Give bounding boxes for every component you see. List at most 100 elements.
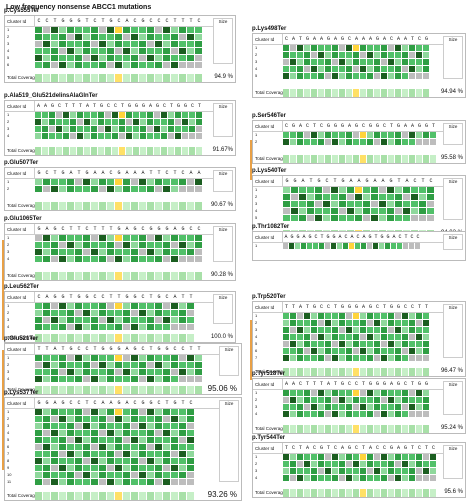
- base-cell: [51, 376, 58, 382]
- coverage-percentage: 93.26 %: [207, 490, 237, 499]
- base-cell: [195, 186, 202, 192]
- base-cell: [297, 397, 303, 403]
- base-cell: [51, 55, 58, 61]
- coverage-cell: [179, 385, 186, 394]
- base-cell: [91, 430, 98, 436]
- mutation-label: p.Glu1065Ter: [4, 216, 42, 222]
- base-cell: [395, 139, 401, 145]
- base-cell: [35, 55, 42, 61]
- base-cell: [147, 362, 154, 368]
- base-cell: [35, 119, 41, 125]
- coverage-cell: [99, 491, 106, 500]
- row-number: 1: [255, 243, 258, 248]
- read-row: 3: [5, 369, 203, 375]
- base-cell: [297, 313, 303, 319]
- base-cell: [367, 320, 373, 326]
- base-cell: [419, 215, 426, 221]
- base-cell: [91, 355, 98, 361]
- base-cell: [353, 397, 359, 403]
- base-cell: [163, 34, 170, 40]
- base-cell: [283, 475, 289, 481]
- base-cell: [416, 475, 422, 481]
- coverage-cell: [123, 385, 130, 394]
- base-cell: [84, 112, 90, 118]
- base-cell: [59, 256, 66, 262]
- base-cell: [91, 55, 98, 61]
- base-cell: [175, 133, 181, 139]
- coverage-cell: [297, 154, 303, 163]
- coverage-cell: [171, 271, 178, 280]
- base-cell: [290, 390, 296, 396]
- base-cell: [367, 132, 373, 138]
- read-rows: 1: [253, 243, 421, 250]
- coverage-cell: [187, 271, 194, 280]
- mutation-label: p.Glu521Ter: [4, 336, 39, 342]
- base-cell: [98, 133, 104, 139]
- base-cell: [147, 369, 154, 375]
- base-cell: [171, 179, 178, 185]
- base-cell: [83, 27, 90, 33]
- coverage-cell: [75, 201, 82, 210]
- coverage-cell: [311, 154, 317, 163]
- base-cell: [187, 34, 194, 40]
- total-coverage-row: Total Coverage:: [5, 201, 203, 210]
- base-cell: [133, 112, 139, 118]
- base-cell: [179, 179, 186, 185]
- base-cell: [381, 404, 387, 410]
- base-cell: [187, 186, 194, 192]
- base-cell: [42, 126, 48, 132]
- base-cell: [179, 444, 186, 450]
- base-cell: [51, 34, 58, 40]
- base-cell: [147, 472, 154, 478]
- base-cell: [419, 194, 426, 200]
- total-coverage-row: Total Coverage:: [5, 333, 195, 342]
- coverage-cell: [388, 488, 394, 497]
- base-cell: [332, 475, 338, 481]
- row-number: 4: [7, 376, 10, 381]
- base-cell: [131, 416, 138, 422]
- base-cell: [147, 430, 154, 436]
- base-cell: [67, 310, 74, 316]
- base-cell: [75, 48, 82, 54]
- base-cell: [91, 303, 98, 309]
- alignment-header: Cluster Id G G A G C C T C A A G A C G G C T G T C: [5, 398, 219, 409]
- read-row: 5: [253, 73, 430, 79]
- base-cell: [179, 186, 186, 192]
- base-cell: [171, 303, 178, 309]
- base-cell: [388, 52, 394, 58]
- base-cell: [325, 475, 331, 481]
- base-cell: [339, 201, 346, 207]
- base-cell: [163, 369, 170, 375]
- coverage-cell: [416, 154, 422, 163]
- base-cell: [402, 320, 408, 326]
- base-cell: [353, 461, 359, 467]
- base-cell: [131, 27, 138, 33]
- coverage-cell: [381, 424, 387, 433]
- coverage-cell: [123, 491, 130, 500]
- coverage-cell: [353, 424, 359, 433]
- base-cell: [332, 327, 338, 333]
- base-cell: [126, 126, 132, 132]
- cluster-id-label: Cluster Id: [5, 292, 35, 302]
- coverage-cell: [70, 146, 76, 155]
- base-cell: [91, 256, 98, 262]
- base-cell: [290, 73, 296, 79]
- base-cell: [51, 465, 58, 471]
- base-cell: [99, 465, 106, 471]
- base-cell: [84, 126, 90, 132]
- row-number: 4: [255, 334, 258, 339]
- base-cell: [171, 451, 178, 457]
- coverage-cell: [123, 73, 130, 82]
- base-cell: [75, 27, 82, 33]
- base-cell: [43, 472, 50, 478]
- base-cell: [339, 390, 345, 396]
- coverage-cell: [154, 146, 160, 155]
- base-cell: [155, 310, 162, 316]
- base-cell: [318, 320, 324, 326]
- row-number: 3: [255, 327, 258, 332]
- total-coverage-row: Total Coverage:: [253, 488, 437, 497]
- base-cell: [107, 62, 114, 68]
- coverage-cell: [83, 201, 90, 210]
- base-cell: [155, 423, 162, 429]
- base-cell: [75, 324, 82, 330]
